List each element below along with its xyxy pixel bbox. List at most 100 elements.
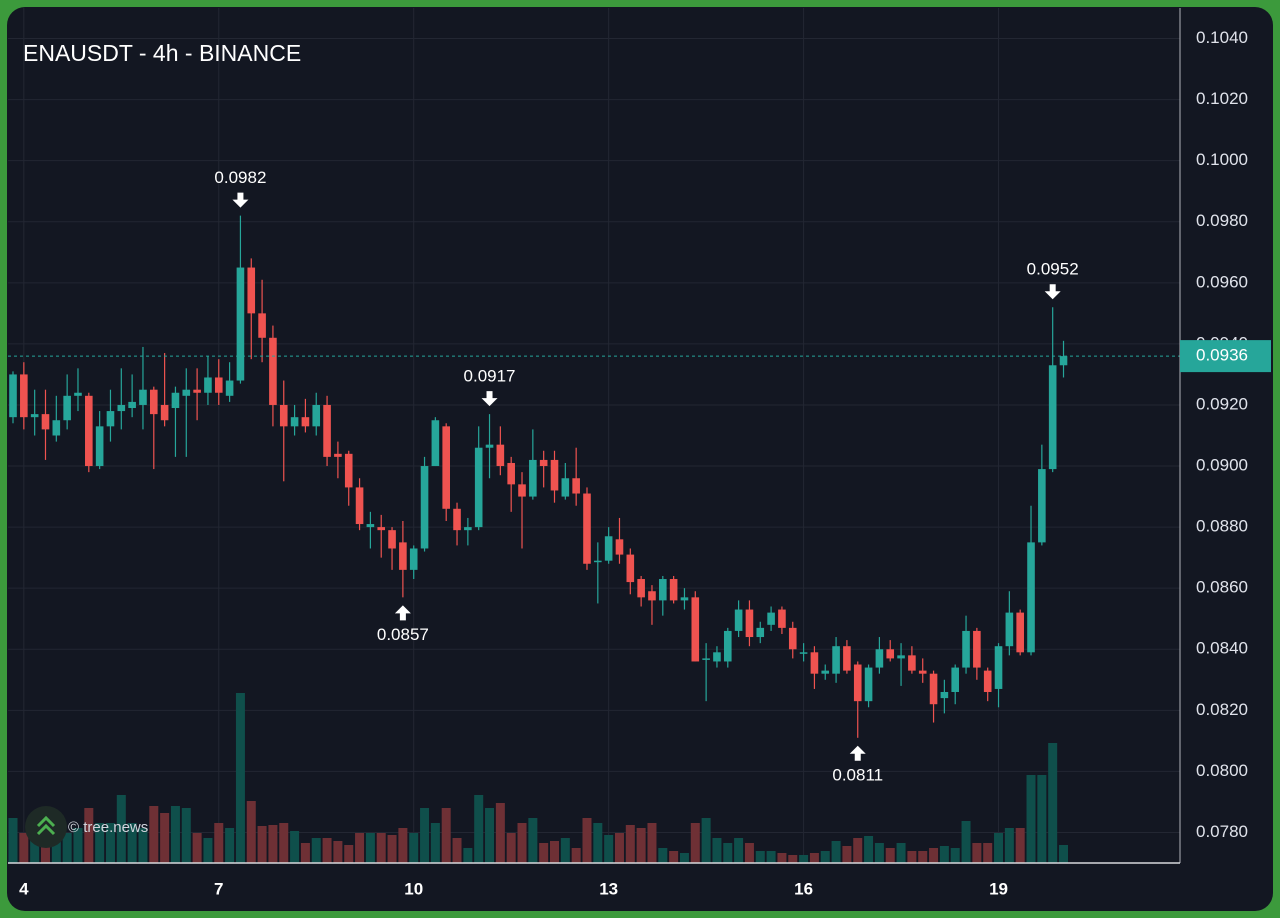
candle-body [691, 597, 700, 662]
candle-body [312, 404, 321, 427]
candle-body [74, 392, 82, 396]
volume-bar [690, 823, 700, 863]
annotation-label: 0.0982 [214, 168, 266, 187]
volume-bar [994, 833, 1004, 863]
candle-body [171, 392, 180, 409]
candle-body [745, 609, 754, 638]
candle-body [940, 692, 949, 699]
candle-body [669, 579, 678, 601]
candle-body [20, 374, 28, 418]
candle-body [1048, 365, 1057, 470]
volume-bar [235, 693, 245, 863]
candle-body [366, 524, 375, 528]
volume-bar [604, 835, 614, 863]
candle-body [9, 374, 17, 418]
volume-bar [614, 833, 624, 863]
volume-bar [1048, 743, 1058, 863]
volume-bar [885, 848, 895, 863]
volume-bar [560, 838, 570, 863]
volume-bar [647, 823, 657, 863]
volume-bar [755, 851, 765, 863]
volume-bar [582, 818, 592, 863]
volume-bar [1004, 828, 1014, 863]
candle-body [399, 542, 407, 570]
volume-bar [387, 835, 397, 863]
volume-bar [495, 803, 505, 863]
candle-body [63, 395, 71, 421]
volume-bar [820, 851, 830, 863]
volume-bar [929, 848, 939, 863]
last-price-label: 0.0936 [1196, 346, 1248, 365]
volume-bar [799, 855, 809, 863]
candle-body [702, 658, 710, 660]
candle-body [496, 444, 505, 467]
volume-bar [788, 855, 798, 863]
candle-body [723, 630, 732, 662]
candle-body [193, 389, 201, 393]
panel [7, 7, 1273, 911]
volume-bar [777, 853, 787, 863]
volume-bar [539, 843, 549, 863]
candle-body [637, 579, 645, 598]
volume-bar [170, 806, 180, 863]
volume-bar [669, 851, 679, 863]
volume-bar [279, 823, 289, 863]
volume-bar [398, 828, 408, 863]
candle-body [485, 444, 494, 448]
candle-body [236, 267, 245, 381]
volume-bar [84, 808, 94, 863]
volume-bar [355, 833, 365, 863]
candle-body [853, 664, 862, 702]
volume-bar [961, 821, 971, 863]
candle-body [810, 652, 819, 674]
candle-body [973, 630, 981, 668]
y-tick-label: 0.1000 [1196, 150, 1248, 169]
candle-body [983, 670, 992, 692]
watermark-logo [25, 806, 67, 848]
volume-bar [864, 836, 874, 863]
y-tick-label: 0.0960 [1196, 272, 1248, 291]
candle-body [1027, 542, 1035, 653]
y-tick-label: 0.0840 [1196, 639, 1248, 658]
volume-bar [950, 848, 960, 863]
volume-bar [105, 823, 115, 863]
y-tick-label: 0.0900 [1196, 456, 1248, 475]
axes: 0.0780 0.0800 0.0820 0.0840 0.0860 0.0880 0.09… [19, 28, 1271, 898]
volume-bar [344, 845, 354, 863]
candle-body [409, 548, 418, 570]
candle-body [604, 536, 613, 561]
candle-body [1038, 469, 1046, 543]
candle-body [85, 395, 93, 467]
volume-bar [430, 823, 440, 863]
volume-bar [550, 841, 559, 863]
volume-bar [300, 843, 310, 863]
candle-body [756, 627, 765, 638]
volume-bar [636, 828, 646, 863]
candle-body [1016, 612, 1024, 653]
candle-body [821, 670, 830, 674]
volume-bar [441, 808, 451, 863]
candle-body [778, 609, 786, 628]
chart-title: ENAUSDT - 4h - BINANCE [23, 40, 301, 66]
volume-bar [701, 818, 711, 863]
candle-body [388, 530, 396, 549]
annotation-label: 0.0857 [377, 625, 429, 644]
volume-bar [506, 833, 516, 863]
candle-body [279, 404, 288, 427]
last-price-tag [1180, 340, 1271, 373]
candle-body [247, 267, 256, 314]
x-tick-label: 7 [214, 879, 223, 898]
volume-bar [95, 823, 105, 863]
volume-bar [463, 848, 473, 863]
candle-body [767, 612, 775, 625]
candle-body [799, 652, 808, 654]
volume-bar [723, 843, 733, 863]
volume-bar [409, 833, 419, 863]
volume-bar [8, 818, 18, 863]
candle-body [788, 627, 797, 650]
candle-body [377, 527, 386, 531]
candle-body [918, 670, 927, 674]
candle-body [128, 401, 136, 409]
candle-body [269, 337, 277, 405]
y-tick-label: 0.1040 [1196, 28, 1248, 47]
